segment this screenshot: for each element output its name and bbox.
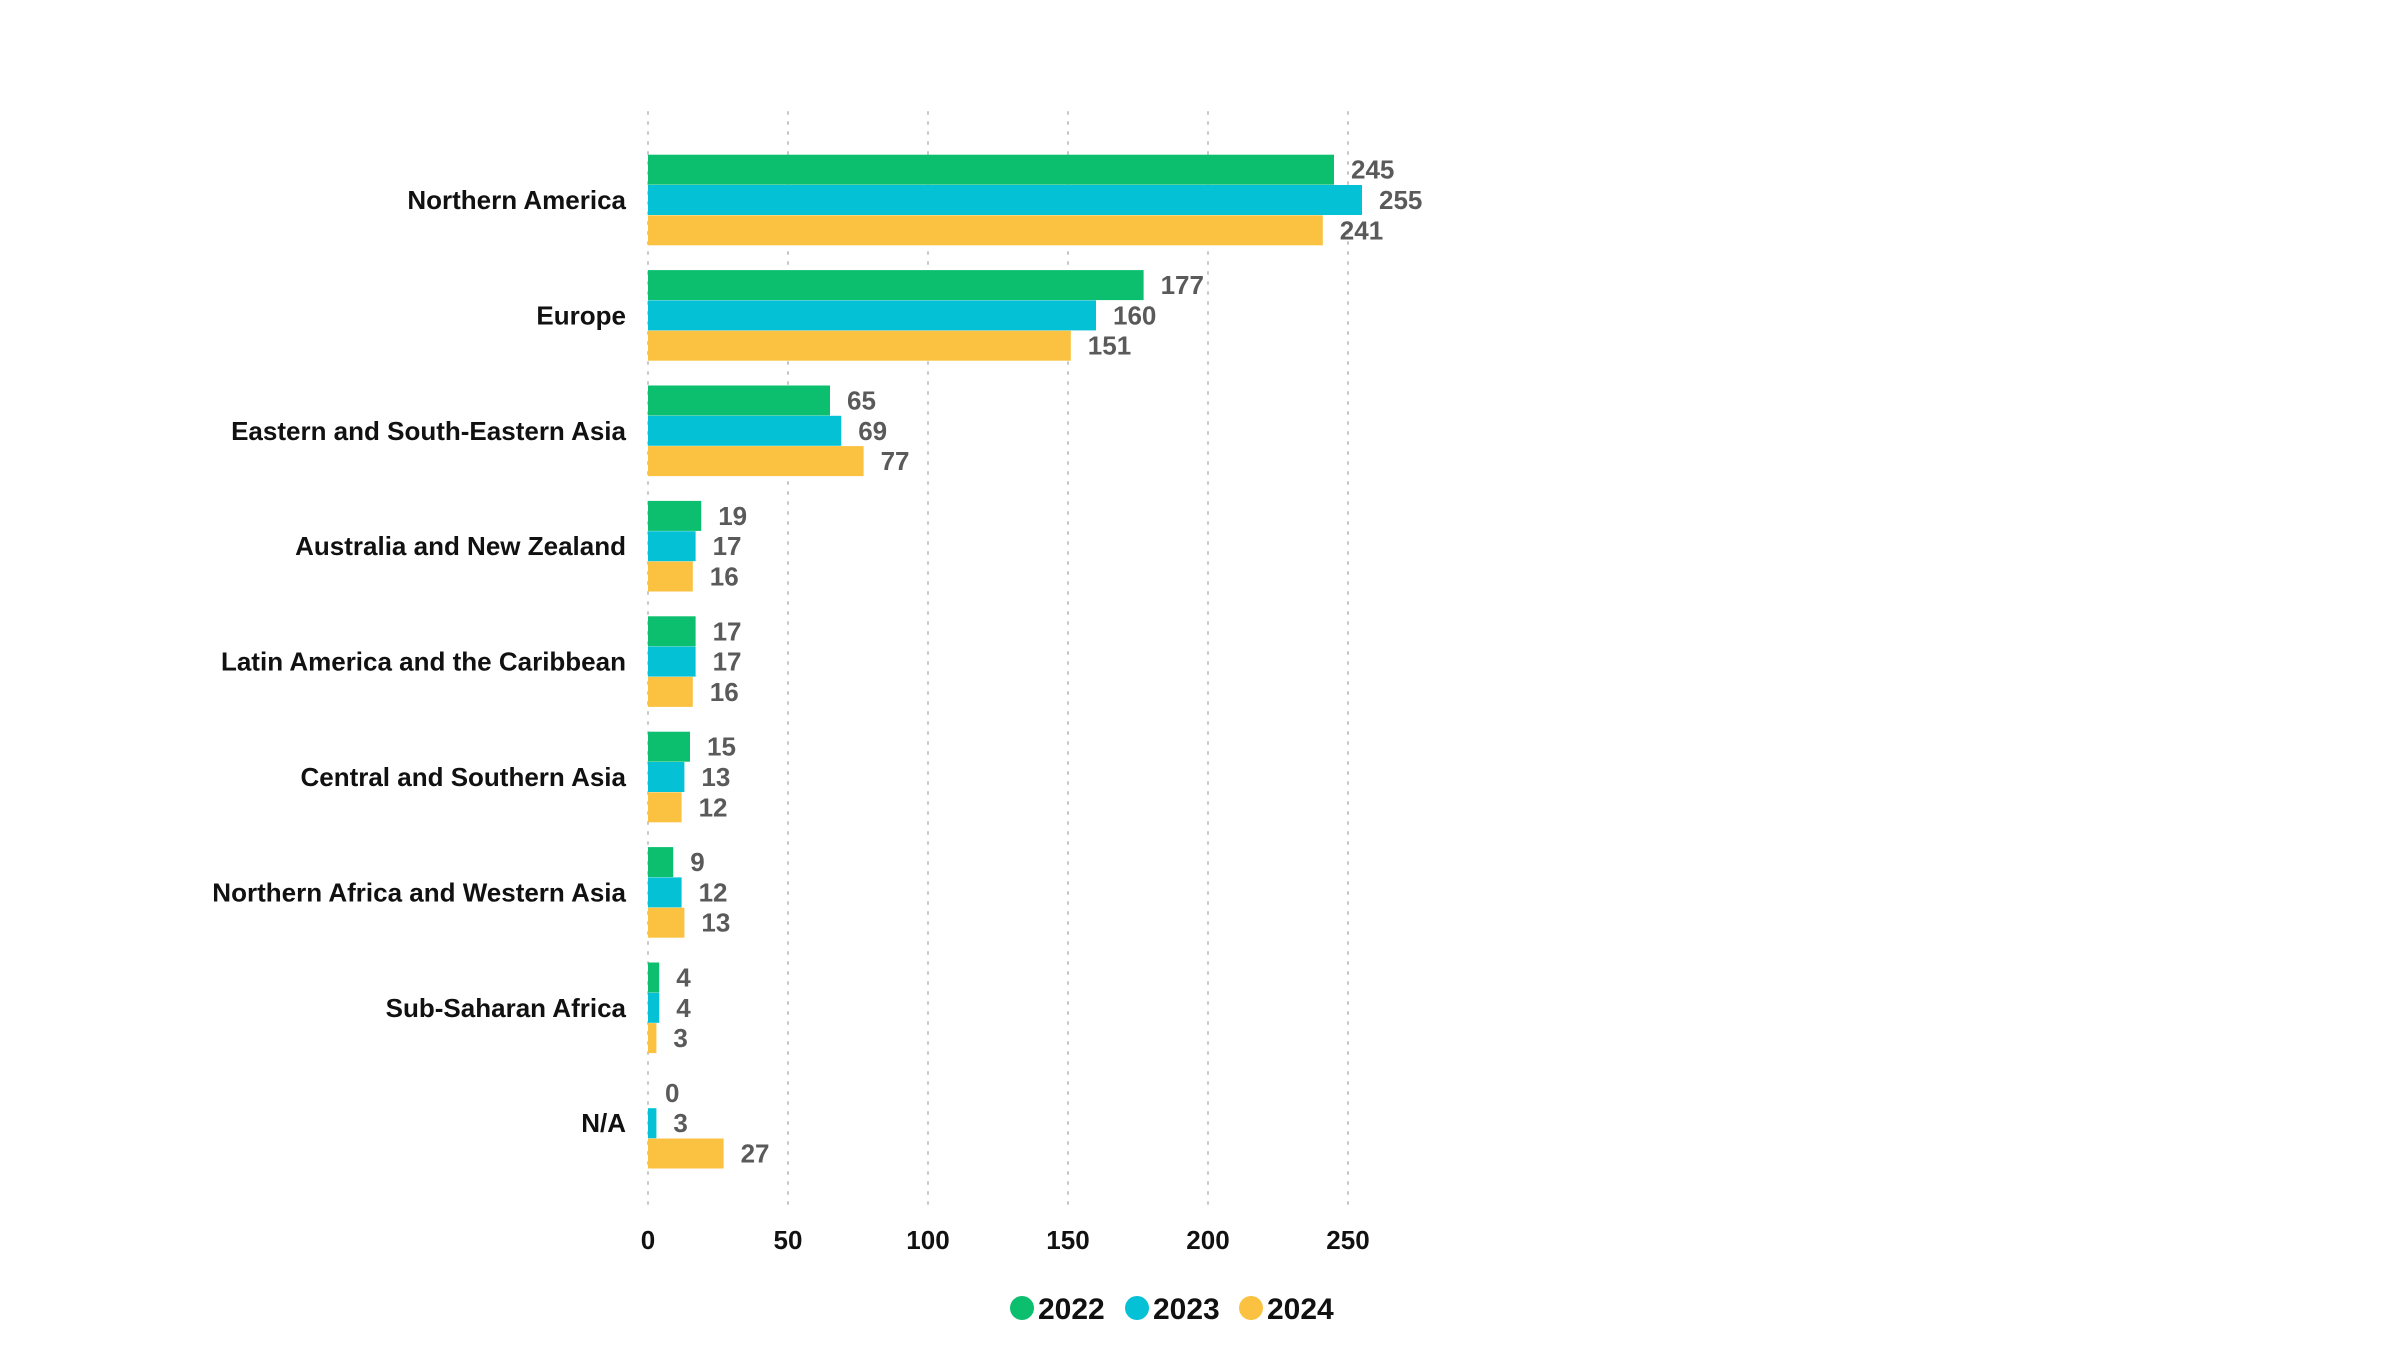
data-label: 245 [1351,155,1394,185]
data-label: 3 [673,1108,687,1138]
bar-2022 [648,962,660,993]
legend-marker-2022 [1010,1296,1034,1320]
category-label: Northern Africa and Western Asia [212,877,626,907]
data-label: 16 [710,562,739,592]
data-label: 77 [881,446,910,476]
bar-2022 [648,847,674,878]
data-label: 0 [665,1078,679,1108]
bar-2022 [648,500,702,531]
bar-2024 [648,215,1323,246]
bar-2022 [648,731,690,762]
x-tick-label: 0 [641,1225,655,1255]
x-tick-label: 50 [774,1225,803,1255]
data-label: 4 [676,963,691,993]
bar-2022 [648,385,830,416]
data-label: 12 [699,792,728,822]
bar-2024 [648,561,693,592]
bar-2022 [648,154,1334,185]
bar-2023 [648,646,696,677]
category-label: Europe [536,300,626,330]
data-label: 151 [1088,331,1131,361]
bar-2023 [648,185,1362,215]
data-label: 16 [710,677,739,707]
category-label: Eastern and South-Eastern Asia [231,416,626,446]
data-label: 15 [707,732,736,762]
data-label: 27 [741,1139,770,1169]
data-label: 69 [858,416,887,446]
bar-2022 [648,616,696,647]
x-tick-label: 100 [906,1225,949,1255]
x-tick-label: 150 [1046,1225,1089,1255]
bar-2024 [648,676,693,707]
bar-2023 [648,300,1096,331]
data-label: 4 [676,993,691,1023]
bar-2024 [648,330,1071,361]
category-label: N/A [581,1108,626,1138]
category-label: Australia and New Zealand [295,531,626,561]
data-label: 9 [690,847,704,877]
category-label: Sub-Saharan Africa [386,993,627,1023]
legend: 2022 2023 2024 [1010,1293,1334,1326]
data-label: 241 [1340,215,1383,245]
bar-2024 [648,1138,724,1169]
data-label: 17 [713,647,742,677]
category-label: Latin America and the Caribbean [221,647,626,677]
legend-marker-2023 [1125,1296,1149,1320]
data-label: 3 [673,1023,687,1053]
bar-2023 [648,415,842,446]
bar-2024 [648,907,685,938]
data-label: 17 [713,616,742,646]
data-label: 13 [701,908,730,938]
x-tick-label: 200 [1186,1225,1229,1255]
bar-2022 [648,270,1144,301]
legend-label-2024: 2024 [1267,1293,1334,1326]
bars-layer [648,154,1362,1169]
data-label: 12 [699,877,728,907]
legend-label-2022: 2022 [1038,1293,1105,1326]
data-label: 13 [701,762,730,792]
bar-2023 [648,992,660,1023]
category-label: Central and Southern Asia [300,762,626,792]
category-label: Northern America [407,185,626,215]
data-label: 255 [1379,185,1422,215]
bar-2023 [648,877,682,908]
legend-marker-2024 [1239,1296,1263,1320]
bar-2024 [648,446,864,477]
data-label: 19 [718,501,747,531]
data-label: 160 [1113,300,1156,330]
x-tick-label: 250 [1326,1225,1369,1255]
legend-label-2023: 2023 [1153,1293,1220,1326]
bar-2024 [648,1023,657,1054]
bar-2023 [648,531,696,562]
data-label: 17 [713,531,742,561]
data-label: 177 [1161,270,1204,300]
data-label: 65 [847,386,876,416]
bar-2023 [648,1108,657,1139]
bar-2023 [648,762,685,792]
bar-2024 [648,792,682,823]
